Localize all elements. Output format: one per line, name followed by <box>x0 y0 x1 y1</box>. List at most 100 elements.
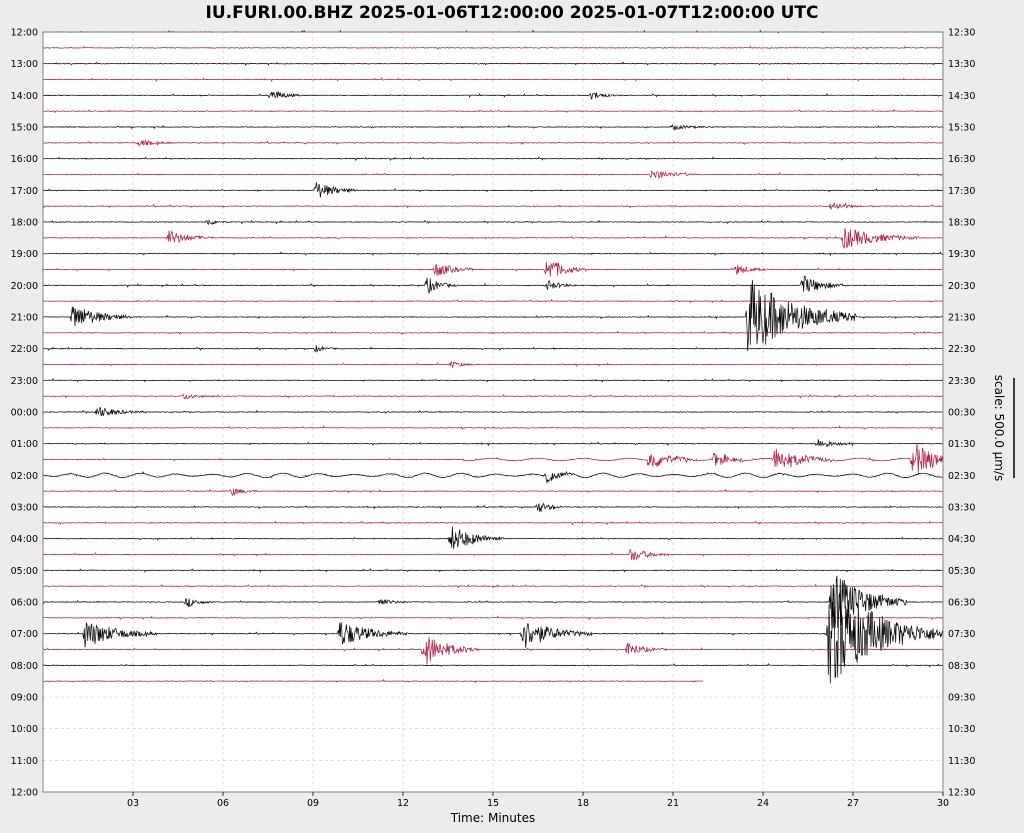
trace-line <box>42 45 944 50</box>
left-tick-label: 21:00 <box>11 313 38 324</box>
left-tick-label: 07:00 <box>11 629 38 640</box>
trace-line <box>42 526 944 550</box>
right-tick-label: 10:30 <box>948 724 975 735</box>
right-tick-label: 05:30 <box>948 566 975 577</box>
right-tick-label: 22:30 <box>948 344 975 355</box>
right-tick-label: 01:30 <box>948 439 975 450</box>
left-tick-label: 20:00 <box>11 281 38 292</box>
trace-line <box>42 583 944 589</box>
right-tick-label: 17:30 <box>948 186 975 197</box>
scale-label: scale: 500.0 μm/s <box>992 375 1006 482</box>
trace-line <box>42 406 944 417</box>
trace-line <box>42 139 944 147</box>
trace-line <box>43 488 944 496</box>
trace-line <box>42 228 944 249</box>
right-tick-label: 12:30 <box>948 788 975 799</box>
x-tick-label: 15 <box>487 798 499 809</box>
left-tick-label: 06:00 <box>11 598 38 609</box>
x-axis-label: Time: Minutes <box>450 811 535 825</box>
right-tick-label: 18:30 <box>948 218 975 229</box>
x-tick-label: 18 <box>577 798 589 809</box>
right-tick-labels: 12:30 13:30 14:30 15:30 16:30 17:30 18:30 19:30… <box>948 28 975 799</box>
trace-line <box>42 170 944 180</box>
trace-line <box>42 568 944 573</box>
x-tick-label: 27 <box>847 798 859 809</box>
trace-line <box>42 345 944 354</box>
trace-line <box>42 330 943 336</box>
x-tick-label: 30 <box>937 798 949 809</box>
left-tick-label: 09:00 <box>11 693 38 704</box>
trace-line <box>42 361 944 369</box>
right-tick-label: 19:30 <box>948 249 975 260</box>
trace-line <box>43 637 944 665</box>
right-tick-label: 08:30 <box>948 661 975 672</box>
trace-line <box>42 251 944 257</box>
right-tick-label: 04:30 <box>948 534 975 545</box>
trace-line <box>42 219 944 226</box>
trace-line <box>42 520 944 526</box>
trace-line <box>42 548 944 561</box>
trace-line <box>42 377 944 383</box>
left-tick-label: 17:00 <box>11 186 38 197</box>
left-tick-label: 23:00 <box>11 376 38 387</box>
right-tick-label: 16:30 <box>948 154 975 165</box>
traces <box>42 29 944 684</box>
trace-line <box>42 123 944 131</box>
x-tick-label: 12 <box>397 798 409 809</box>
left-tick-label: 18:00 <box>11 218 38 229</box>
right-tick-label: 15:30 <box>948 123 975 134</box>
right-tick-label: 14:30 <box>948 91 975 102</box>
left-tick-label: 19:00 <box>11 249 38 260</box>
x-tick-label: 09 <box>307 798 319 809</box>
trace-line <box>42 261 943 277</box>
trace-line <box>42 202 944 210</box>
right-tick-label: 21:30 <box>948 313 975 324</box>
left-tick-label: 04:00 <box>11 534 38 545</box>
left-tick-label: 00:00 <box>11 408 38 419</box>
left-tick-label: 13:00 <box>11 59 38 70</box>
right-tick-label: 11:30 <box>948 756 975 767</box>
right-tick-label: 20:30 <box>948 281 975 292</box>
left-tick-label: 02:00 <box>11 471 38 482</box>
left-tick-label: 15:00 <box>11 123 38 134</box>
trace-line <box>42 615 944 621</box>
x-tick-label: 03 <box>127 798 139 809</box>
trace-line <box>42 61 944 66</box>
right-tick-label: 03:30 <box>948 503 975 514</box>
right-tick-label: 06:30 <box>948 598 975 609</box>
x-tick-labels: 03 06 09 12 15 18 21 24 27 30 <box>127 792 949 809</box>
left-tick-label: 12:00 <box>11 788 38 799</box>
trace-line <box>42 182 944 198</box>
right-tick-label: 09:30 <box>948 693 975 704</box>
left-tick-label: 01:00 <box>11 439 38 450</box>
left-tick-label: 14:00 <box>11 91 38 102</box>
trace-line <box>43 77 944 82</box>
trace-line <box>42 662 944 668</box>
trace-line <box>42 439 944 448</box>
right-tick-label: 13:30 <box>948 59 975 70</box>
x-tick-label: 06 <box>217 798 229 809</box>
left-tick-label: 03:00 <box>11 503 38 514</box>
trace-line <box>42 275 944 295</box>
trace-line <box>42 298 944 304</box>
left-tick-label: 08:00 <box>11 661 38 672</box>
left-tick-label: 10:00 <box>11 724 38 735</box>
trace-line <box>42 91 944 100</box>
trace-line <box>42 108 943 114</box>
right-tick-label: 12:30 <box>948 28 975 39</box>
right-tick-label: 00:30 <box>948 408 975 419</box>
chart-title: IU.FURI.00.BHZ 2025-01-06T12:00:00 2025-… <box>206 3 819 23</box>
trace-line <box>42 584 944 684</box>
trace-line <box>42 443 944 475</box>
left-tick-labels: 12:00 13:00 14:00 15:00 16:00 17:00 18:00 19:00… <box>11 28 38 799</box>
trace-line <box>42 470 944 485</box>
trace-line <box>42 678 704 684</box>
left-tick-label: 22:00 <box>11 344 38 355</box>
left-tick-label: 16:00 <box>11 154 38 165</box>
trace-line <box>42 425 944 431</box>
trace-line <box>42 393 944 400</box>
x-tick-label: 21 <box>667 798 679 809</box>
right-tick-label: 07:30 <box>948 629 975 640</box>
right-tick-label: 23:30 <box>948 376 975 387</box>
